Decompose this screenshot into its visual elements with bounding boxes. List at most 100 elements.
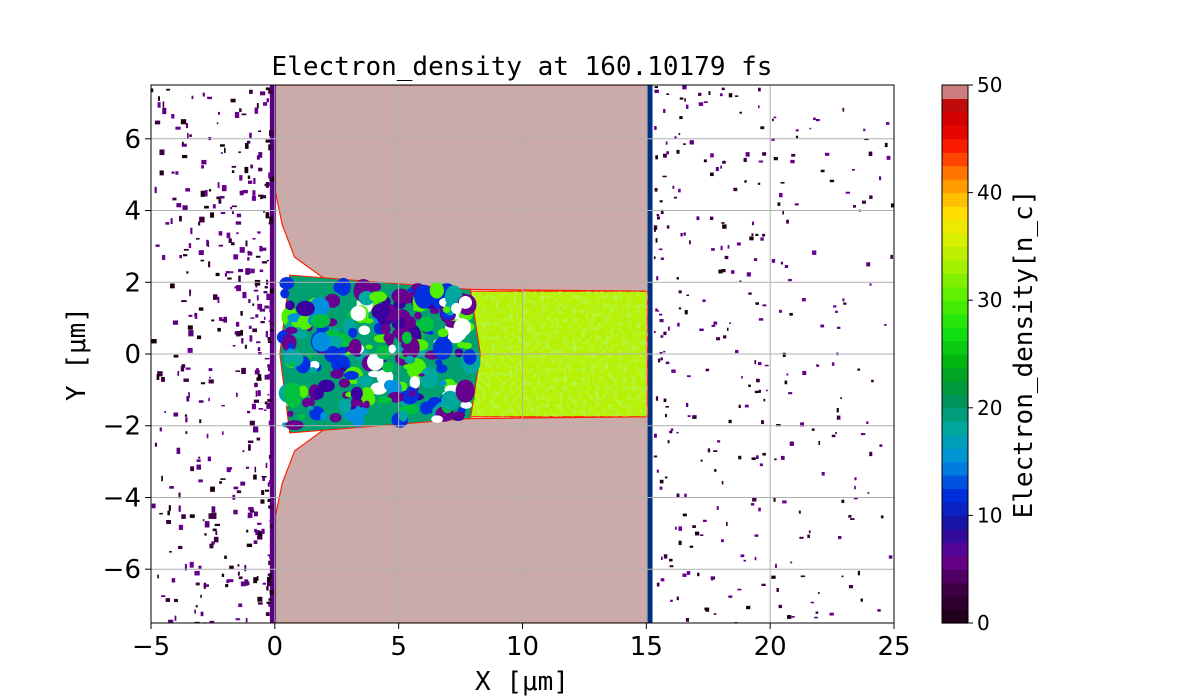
speckle-dot (185, 431, 188, 434)
speckle-dot (251, 195, 256, 201)
speckle-dot (667, 440, 670, 444)
speckle-dot (176, 447, 181, 454)
speckle-dot (216, 196, 222, 200)
speckle-dot (268, 598, 272, 601)
speckle-dot (699, 534, 704, 536)
speckle-dot (252, 303, 255, 306)
speckle-dot (686, 375, 691, 378)
speckle-dot (206, 433, 209, 439)
channel-blob (437, 328, 449, 338)
channel-blob (427, 330, 434, 335)
speckle-dot (866, 262, 871, 267)
speckle-dot (169, 550, 172, 553)
channel-blob (358, 325, 371, 336)
speckle-dot (218, 231, 223, 236)
speckle-dot (666, 225, 670, 229)
colorbar-level (942, 125, 968, 140)
channel-blob (306, 405, 314, 411)
channel-blob (285, 326, 298, 335)
speckle-dot (660, 357, 663, 361)
channel-blob (333, 281, 344, 293)
speckle-dot (659, 351, 663, 355)
colorbar-level (942, 461, 968, 476)
speckle-dot (263, 409, 267, 411)
speckle-dot (211, 506, 216, 513)
speckle-dot (257, 596, 263, 602)
speckle-dot (214, 523, 221, 527)
speckle-dot (216, 122, 219, 125)
speckle-dot (240, 311, 243, 316)
speckle-dot (748, 384, 751, 387)
speckle-dot (671, 369, 676, 373)
speckle-dot (175, 126, 181, 130)
speckle-dot (225, 584, 229, 588)
speckle-dot (154, 120, 161, 125)
speckle-dot (719, 93, 723, 97)
speckle-dot (269, 555, 271, 559)
speckle-dot (886, 155, 891, 160)
speckle-dot (723, 335, 727, 339)
speckle-dot (269, 524, 273, 529)
speckle-dot (654, 89, 659, 93)
speckle-dot (264, 285, 268, 289)
speckle-dot (659, 486, 663, 490)
speckle-dot (689, 545, 694, 548)
speckle-dot (735, 349, 739, 354)
colorbar-level (942, 596, 968, 611)
channel-blob (380, 323, 391, 335)
speckle-dot (236, 285, 242, 292)
channel-blob (350, 305, 367, 322)
speckle-dot (254, 466, 257, 473)
speckle-dot (181, 300, 187, 303)
speckle-dot (247, 410, 251, 414)
colorbar-level (942, 246, 968, 261)
speckle-dot (713, 613, 717, 615)
speckle-dot (666, 151, 670, 155)
speckle-dot (267, 337, 271, 341)
speckle-dot (269, 573, 272, 578)
channel-blob (408, 390, 416, 398)
speckle-dot (253, 474, 257, 480)
speckle-dot (670, 599, 673, 602)
channel-blob (451, 302, 462, 314)
speckle-dot (266, 259, 269, 262)
speckle-dot (267, 482, 270, 487)
speckle-dot (658, 248, 663, 251)
speckle-dot (258, 130, 262, 133)
channel-blob (365, 344, 373, 350)
colorbar-level (942, 340, 968, 355)
speckle-dot (791, 153, 796, 157)
speckle-dot (260, 499, 265, 504)
speckle-dot (266, 98, 269, 103)
speckle-dot (167, 510, 170, 516)
channel-blob (285, 300, 295, 311)
speckle-dot (221, 185, 227, 192)
speckle-dot (266, 402, 271, 409)
speckle-dot (226, 467, 231, 473)
speckle-dot (850, 518, 855, 520)
speckle-dot (194, 570, 200, 576)
colorbar-level (942, 542, 968, 557)
speckle-dot (818, 440, 821, 445)
speckle-dot (200, 190, 205, 197)
speckle-dot (815, 611, 819, 614)
speckle-dot (184, 414, 188, 417)
speckle-dot (810, 601, 815, 604)
speckle-dot (721, 268, 726, 273)
speckle-dot (207, 456, 211, 462)
speckle-dot (268, 320, 271, 322)
speckle-dot (773, 157, 778, 161)
speckle-dot (198, 250, 204, 256)
channel-blob (458, 296, 472, 309)
x-tick-label: 5 (390, 632, 407, 662)
speckle-dot (773, 497, 776, 502)
speckle-dot (660, 209, 664, 215)
speckle-dot (786, 373, 789, 376)
channel-blob (363, 400, 370, 409)
speckle-dot (771, 118, 774, 122)
channel-blob (460, 401, 472, 409)
speckle-dot (687, 415, 691, 418)
speckle-dot (269, 467, 274, 470)
speckle-dot (187, 133, 189, 139)
